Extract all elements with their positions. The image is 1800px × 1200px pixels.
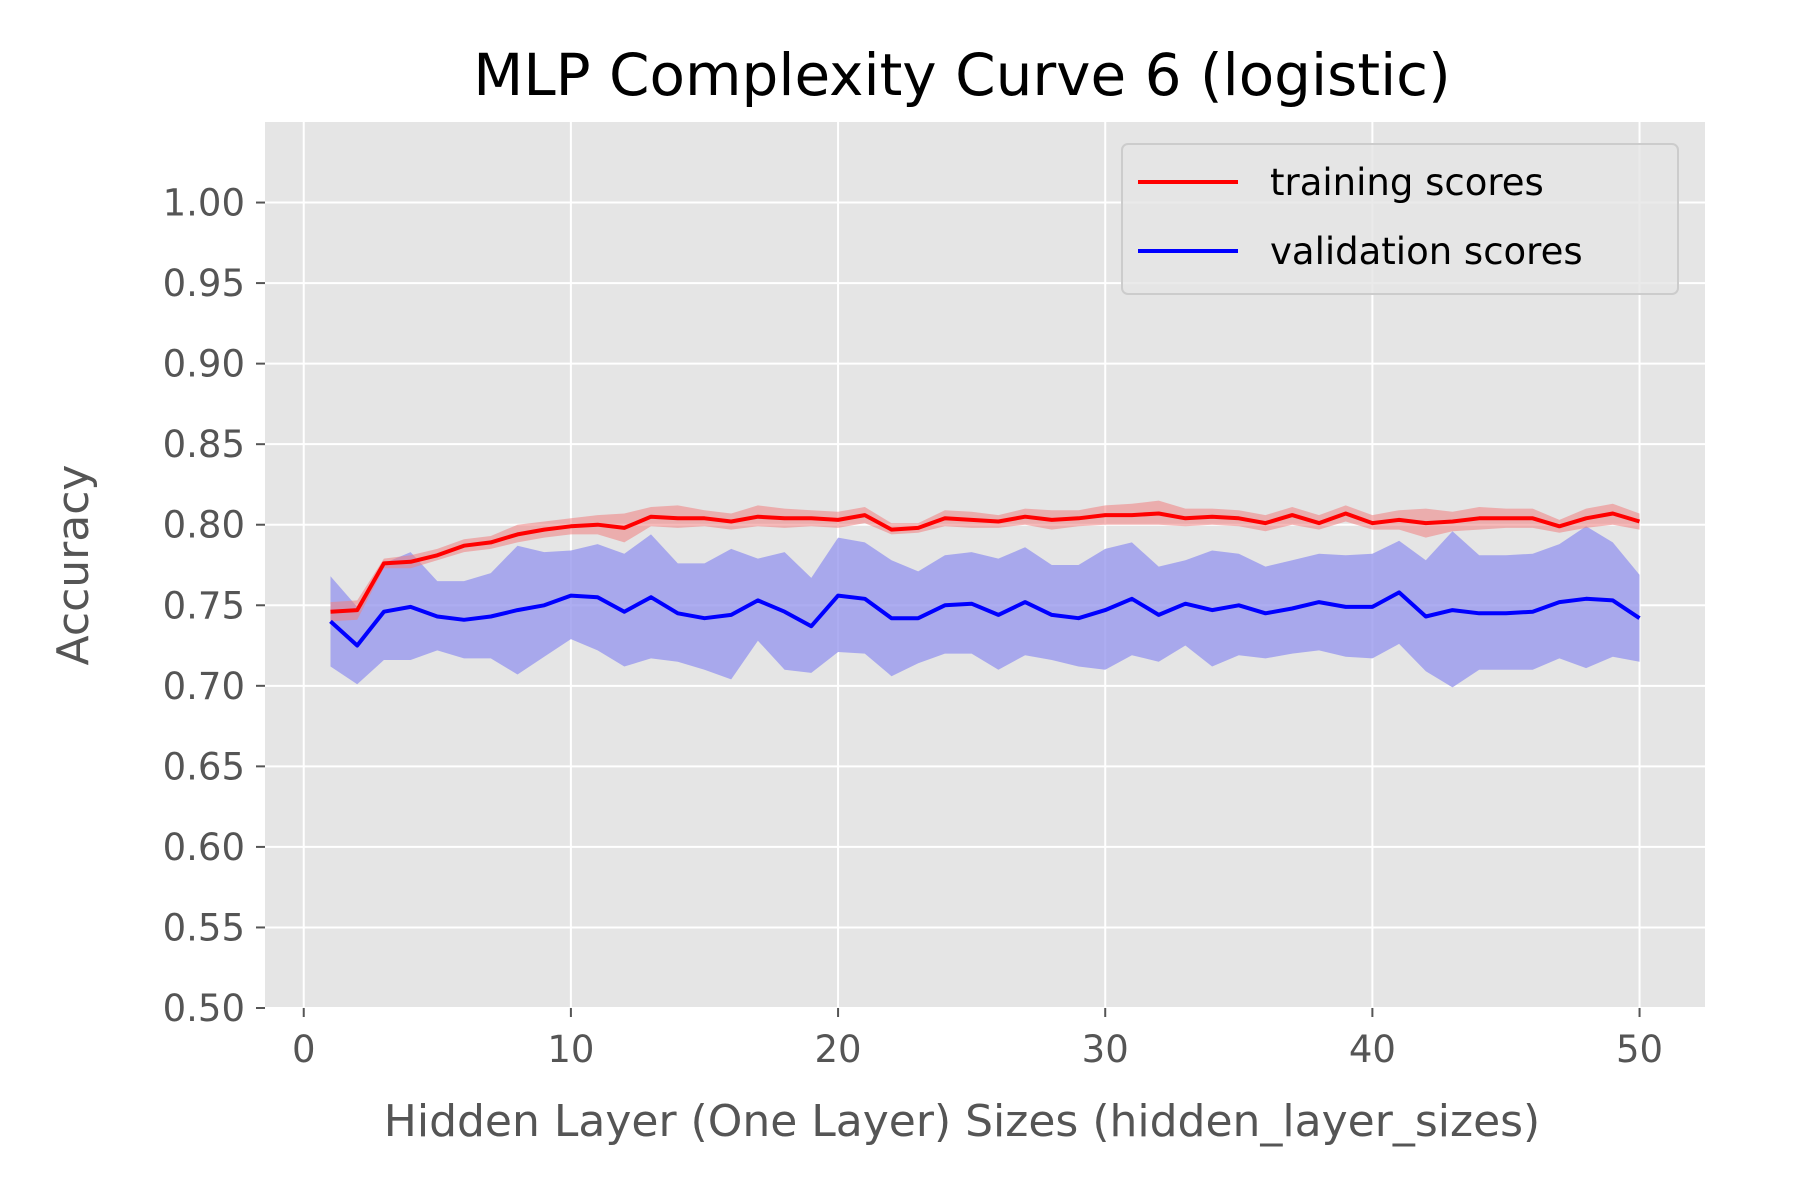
x-axis-ticks: 0 10 20 30 40 50 [292, 1008, 1663, 1071]
legend-label-validation: validation scores [1270, 230, 1583, 273]
confidence-bands [330, 500, 1640, 688]
chart-title: MLP Complexity Curve 6 (logistic) [473, 41, 1450, 109]
x-tick-label: 10 [547, 1028, 594, 1071]
legend-label-training: training scores [1270, 161, 1544, 204]
legend: training scores validation scores [1121, 143, 1679, 295]
y-tick-label: 0.75 [163, 584, 245, 627]
legend-box [1121, 143, 1679, 295]
y-axis-ticks: 0.50 0.55 0.60 0.65 0.70 0.75 0.80 0.85 0.90 0.95… [163, 182, 265, 1030]
y-tick-label: 1.00 [163, 182, 245, 225]
x-tick-label: 40 [1349, 1028, 1396, 1071]
y-tick-label: 0.95 [163, 262, 245, 305]
y-tick-label: 0.80 [163, 504, 245, 547]
y-tick-label: 0.50 [163, 987, 245, 1030]
x-tick-label: 20 [815, 1028, 862, 1071]
x-axis-label: Hidden Layer (One Layer) Sizes (hidden_l… [384, 1096, 1540, 1147]
y-tick-label: 0.90 [163, 343, 245, 386]
y-tick-label: 0.60 [163, 826, 245, 869]
y-tick-label: 0.55 [163, 906, 245, 949]
x-tick-label: 30 [1082, 1028, 1129, 1071]
y-axis-label: Accuracy [48, 465, 99, 666]
training-scores-band [330, 500, 1640, 622]
y-tick-label: 0.70 [163, 665, 245, 708]
validation-scores-band [330, 526, 1640, 688]
series-lines [329, 511, 1641, 648]
x-tick-label: 0 [292, 1028, 316, 1071]
training-scores-line [330, 511, 1641, 614]
y-tick-label: 0.85 [163, 423, 245, 466]
x-tick-label: 50 [1616, 1028, 1663, 1071]
y-tick-label: 0.65 [163, 745, 245, 788]
validation-scores-line [329, 590, 1641, 648]
